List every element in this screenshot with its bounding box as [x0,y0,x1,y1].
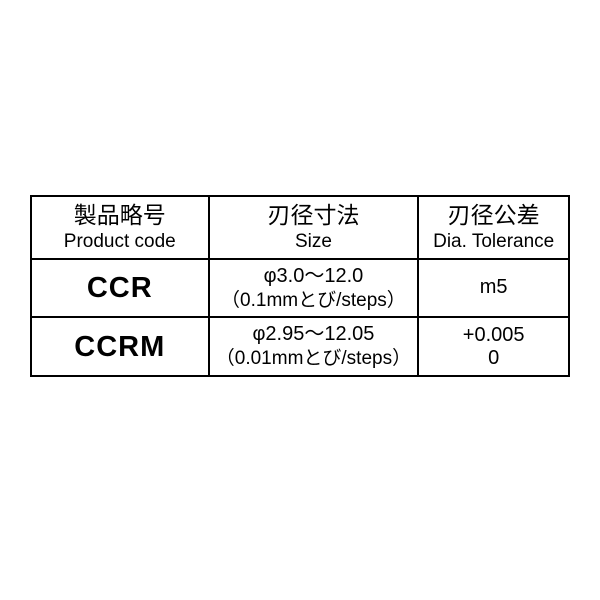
col-header-product-code: 製品略号 Product code [31,196,209,259]
size-line1: φ3.0～12.0 [212,264,416,289]
col-header-tolerance: 刃径公差 Dia. Tolerance [418,196,569,259]
tol-line1: +0.005 [421,324,566,347]
col-header-size: 刃径寸法 Size [209,196,419,259]
col-header-en: Size [212,230,416,254]
cell-product-code: CCR [31,259,209,318]
col-header-en: Dia. Tolerance [421,230,566,254]
tol-line2: 0 [421,347,566,370]
tol-line1: m5 [480,276,508,298]
size-line2: （0.01mmとび/steps） [212,347,416,371]
col-header-jp: 刃径寸法 [212,201,416,230]
cell-size: φ3.0～12.0 （0.1mmとび/steps） [209,259,419,318]
cell-product-code: CCRM [31,317,209,376]
cell-size: φ2.95～12.05 （0.01mmとび/steps） [209,317,419,376]
table-row: CCR φ3.0～12.0 （0.1mmとび/steps） m5 [31,259,569,318]
product-spec-table-container: 製品略号 Product code 刃径寸法 Size 刃径公差 Dia. To… [30,195,570,377]
size-line2: （0.1mmとび/steps） [212,289,416,313]
col-header-en: Product code [34,230,206,254]
table-header-row: 製品略号 Product code 刃径寸法 Size 刃径公差 Dia. To… [31,196,569,259]
col-header-jp: 製品略号 [34,201,206,230]
product-spec-table: 製品略号 Product code 刃径寸法 Size 刃径公差 Dia. To… [30,195,570,377]
size-line1: φ2.95～12.05 [212,322,416,347]
cell-tolerance: +0.005 0 [418,317,569,376]
table-row: CCRM φ2.95～12.05 （0.01mmとび/steps） +0.005… [31,317,569,376]
cell-tolerance: m5 [418,259,569,318]
col-header-jp: 刃径公差 [421,201,566,230]
